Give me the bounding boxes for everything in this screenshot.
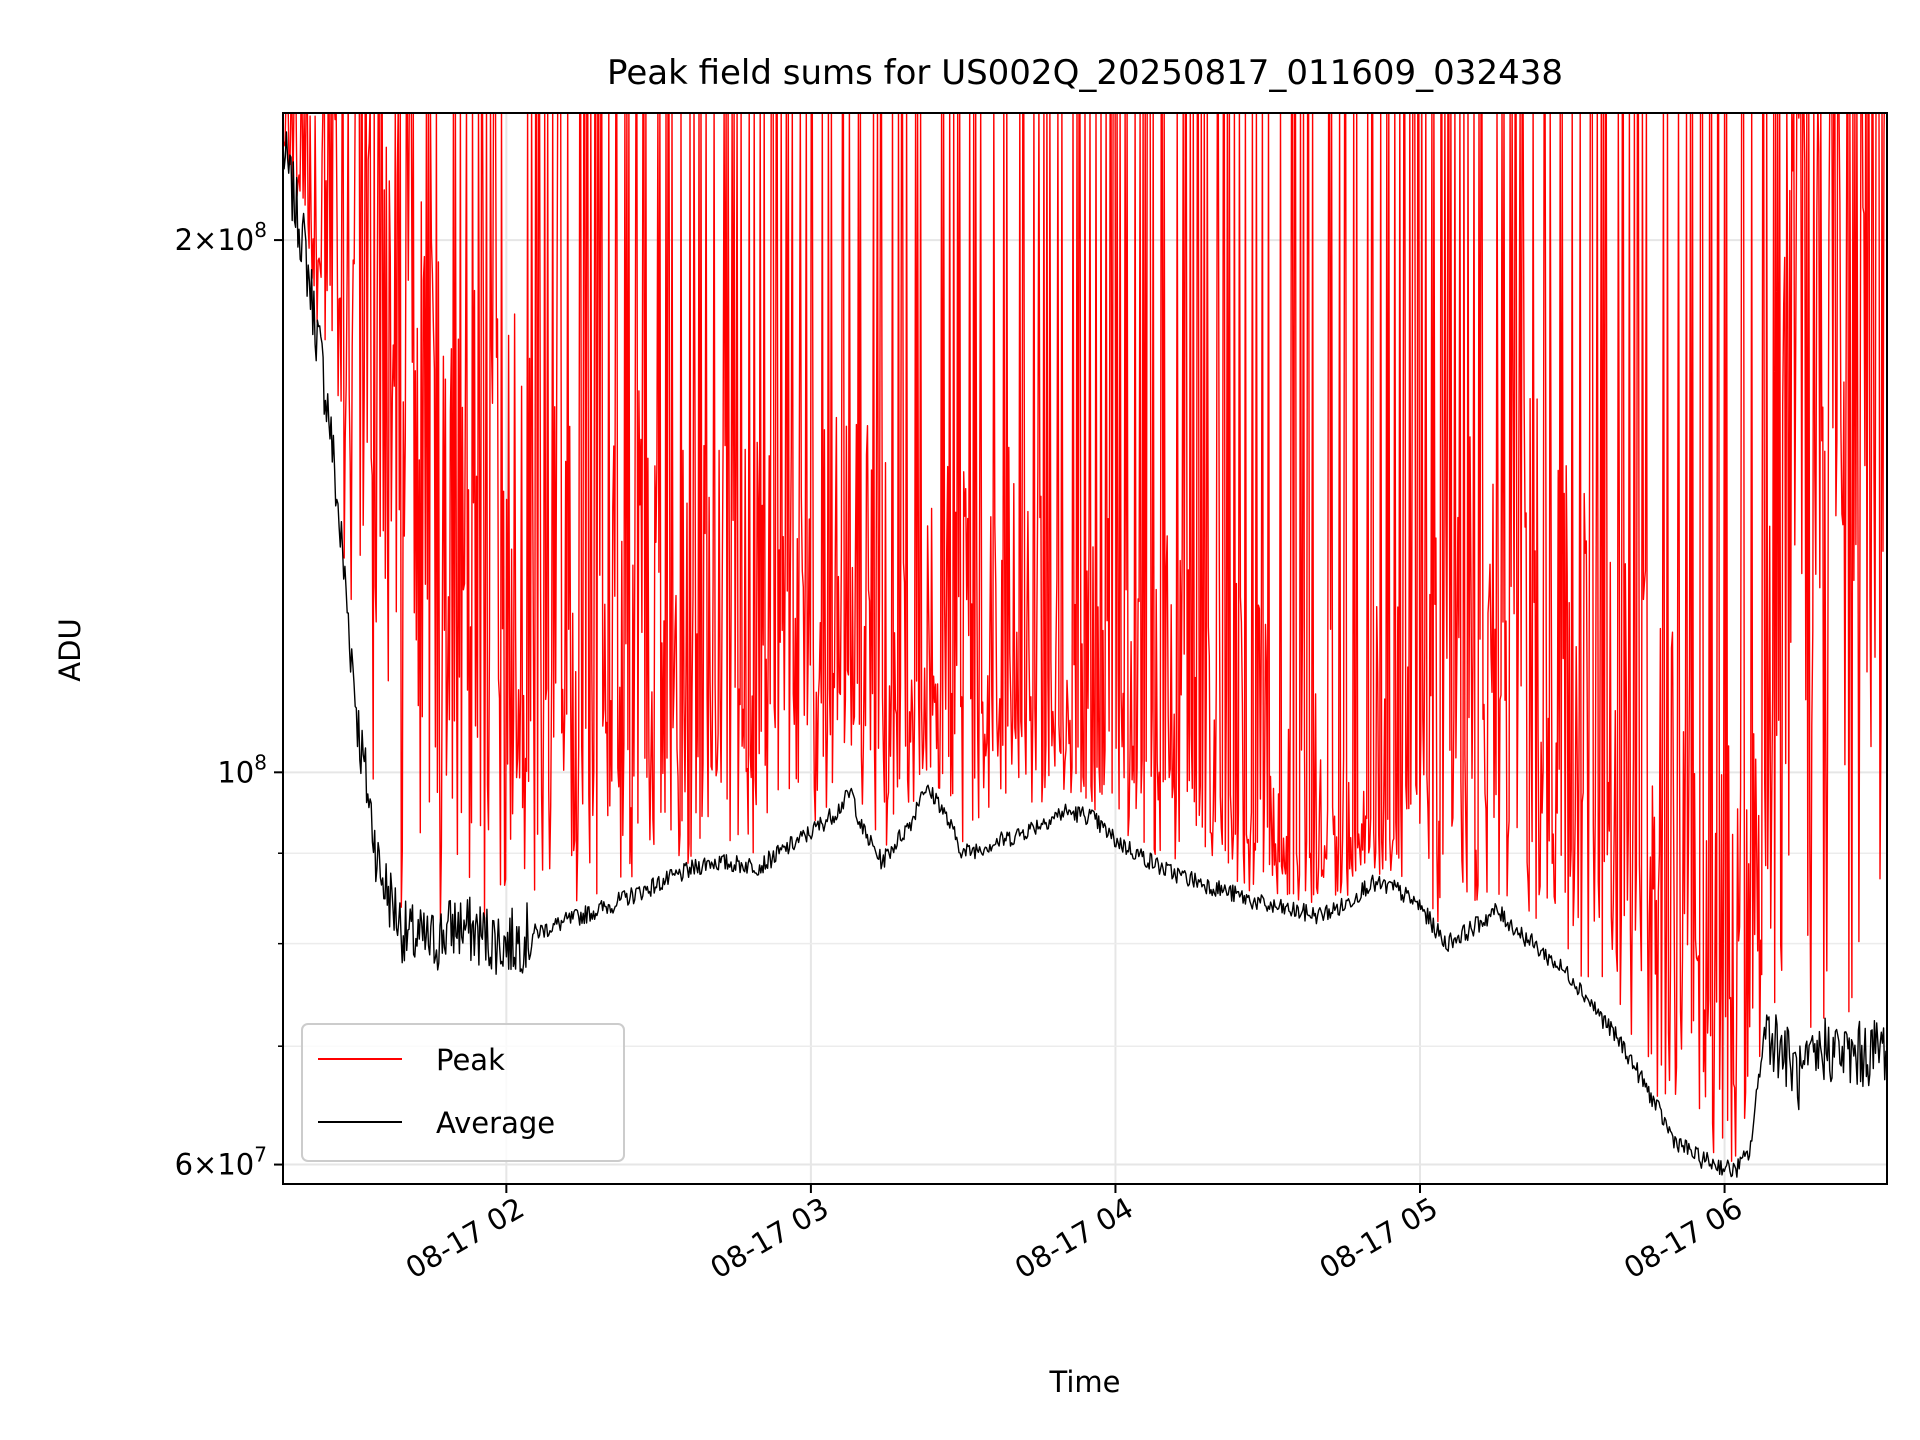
chart-title: Peak field sums for US002Q_20250817_0116… [607,53,1563,93]
y-axis-ticks: 6×107 108 2×108 [175,218,283,1182]
axes-frame [282,112,1888,1185]
y-tick-label: 2×108 [175,218,267,257]
y-axis-label: ADU [53,618,87,681]
x-axis-label: Time [1049,1365,1121,1399]
legend: Peak Average [301,1023,625,1162]
y-tick-label: 6×107 [175,1143,267,1182]
legend-label-average: Average [436,1106,555,1140]
series-peak-line [283,113,1885,1162]
series-average-line [283,131,1887,1178]
legend-label-peak: Peak [436,1043,505,1077]
y-tick-label: 108 [217,750,267,789]
plot-area [283,113,1887,1178]
